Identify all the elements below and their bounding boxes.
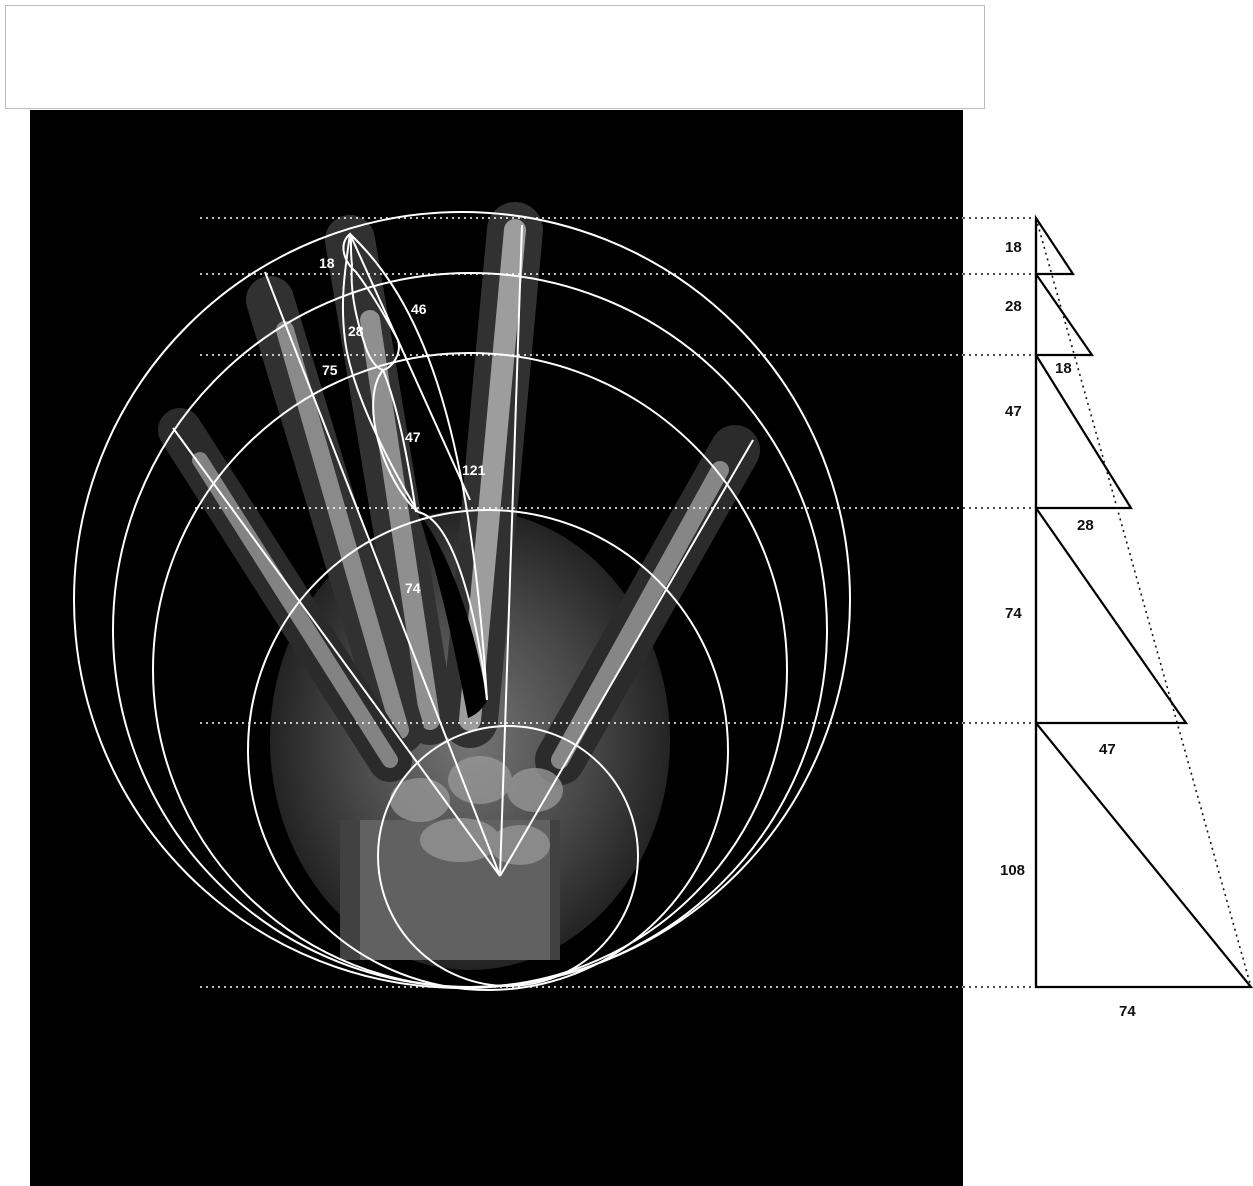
little-finger-axis	[172, 427, 501, 877]
inner-circle	[377, 725, 639, 987]
scale-triangle	[1034, 719, 1253, 989]
middle-finger-axis	[499, 224, 523, 877]
scale-triangle	[1034, 504, 1189, 725]
xray-label: 28	[348, 323, 364, 339]
xray-label: 47	[405, 429, 421, 445]
scale-side-label: 47	[1005, 403, 1022, 420]
scale-inner-label: 47	[1099, 741, 1116, 758]
thumb-axis	[499, 439, 754, 877]
spiral-curve	[382, 369, 417, 513]
scale-inner-label: 28	[1077, 517, 1094, 534]
scale-side-label: 28	[1005, 298, 1022, 315]
reference-lines-ext	[963, 217, 1036, 988]
scale-side-label: 108	[1000, 862, 1025, 879]
scale-bottom-label: 74	[1119, 1003, 1136, 1020]
circle-2	[247, 509, 729, 991]
scale-triangle	[1034, 214, 1076, 276]
xray-label: 18	[319, 255, 335, 271]
ring-finger-axis	[264, 271, 501, 877]
spiral-curve	[349, 233, 488, 701]
caption-box	[5, 5, 985, 109]
triangle-scale	[1034, 214, 1253, 989]
scale-side-label: 18	[1005, 239, 1022, 256]
spiral-curve	[341, 233, 419, 513]
scale-side-label: 74	[1005, 605, 1022, 622]
scale-triangle	[1034, 270, 1095, 357]
scale-triangle	[1034, 351, 1133, 510]
hand-xray-image	[158, 202, 760, 970]
spiral-curve	[417, 511, 488, 701]
circle-3	[152, 352, 788, 988]
scale-inner-label: 18	[1055, 360, 1072, 377]
reference-lines	[195, 217, 963, 988]
scale-envelope	[1035, 217, 1252, 988]
xray-label: 75	[322, 362, 338, 378]
xray-label: 74	[405, 580, 421, 596]
xray-label: 121	[462, 462, 486, 478]
xray-label: 46	[411, 301, 427, 317]
spiral-chord	[349, 233, 471, 501]
